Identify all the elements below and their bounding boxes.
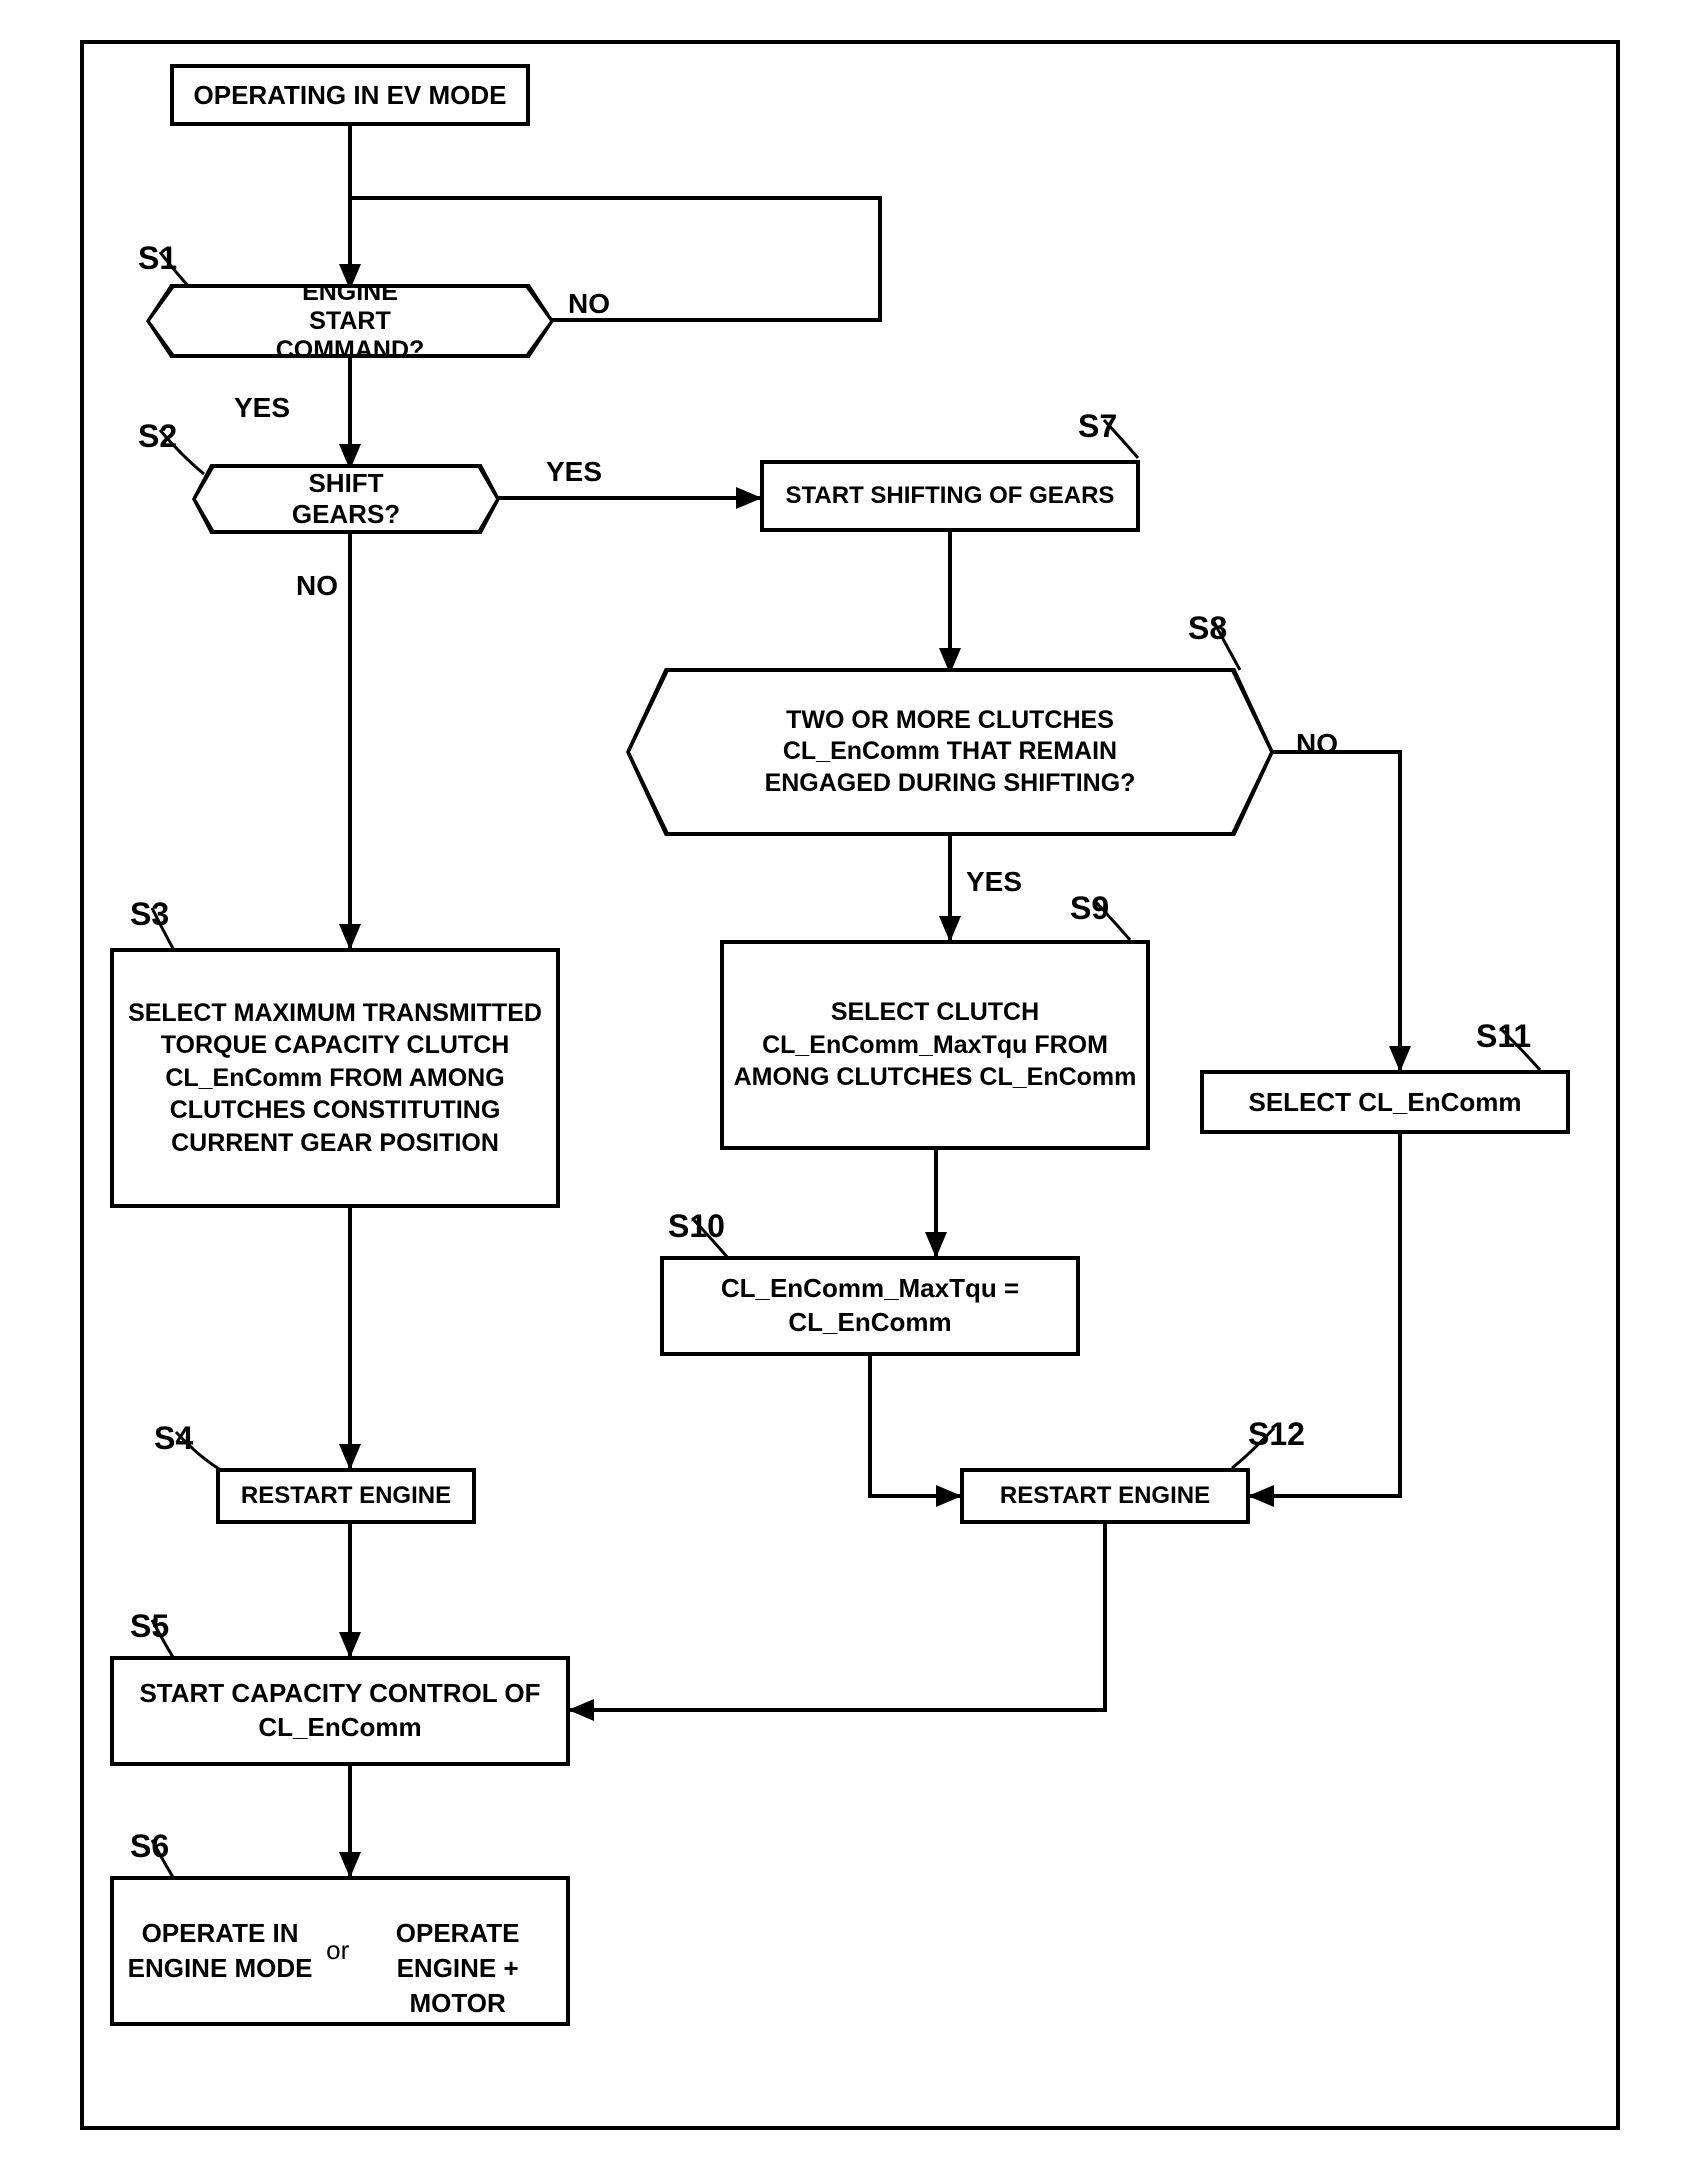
node-s6: OPERATE IN ENGINE MODEorOPERATE ENGINE +… [110,1876,570,2026]
step-label-s10: S10 [668,1208,725,1245]
edge-label-s2_no: NO [296,570,338,602]
node-s4: RESTART ENGINE [216,1468,476,1524]
edge-label-s8_no: NO [1296,728,1338,760]
node-start: OPERATING IN EV MODE [170,64,530,126]
node-s8: TWO OR MORE CLUTCHES CL_EnComm THAT REMA… [630,672,1270,832]
node-s2: SHIFT GEARS? [196,468,496,530]
step-label-s2: S2 [138,418,177,455]
node-s12: RESTART ENGINE [960,1468,1250,1524]
step-label-s11: S11 [1476,1018,1531,1055]
node-s10: CL_EnComm_MaxTqu = CL_EnComm [660,1256,1080,1356]
edge-label-s1_no: NO [568,288,610,320]
step-label-s4: S4 [154,1420,193,1457]
step-label-s9: S9 [1070,890,1109,927]
step-label-s8: S8 [1188,610,1227,647]
step-label-s7: S7 [1078,408,1117,445]
step-label-s1: S1 [138,240,177,277]
step-label-s12: S12 [1248,1416,1305,1453]
flowchart-canvas: OPERATING IN EV MODE ENGINE START COMMAN… [0,0,1684,2182]
node-s9: SELECT CLUTCH CL_EnComm_MaxTqu FROM AMON… [720,940,1150,1150]
node-s1: ENGINE START COMMAND? [150,288,550,354]
node-s7: START SHIFTING OF GEARS [760,460,1140,532]
edge-label-s1_yes: YES [234,392,290,424]
edge-label-s8_yes: YES [966,866,1022,898]
step-label-s3: S3 [130,896,169,933]
node-s3: SELECT MAXIMUM TRANSMITTED TORQUE CAPACI… [110,948,560,1208]
edge-label-s2_yes: YES [546,456,602,488]
node-s5: START CAPACITY CONTROL OF CL_EnComm [110,1656,570,1766]
step-label-s6: S6 [130,1828,169,1865]
node-s11: SELECT CL_EnComm [1200,1070,1570,1134]
step-label-s5: S5 [130,1608,169,1645]
